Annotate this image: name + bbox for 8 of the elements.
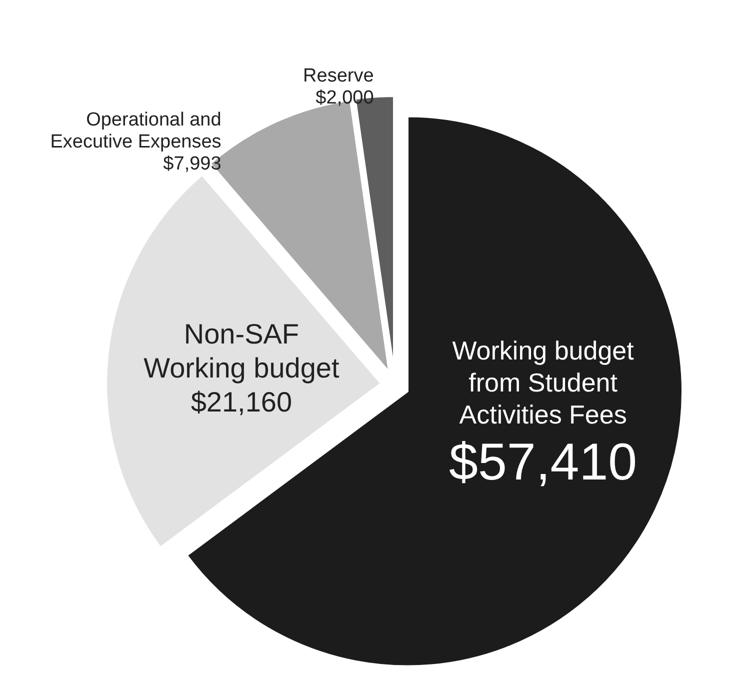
data-label: $57,410 [449,433,638,492]
slice-label: Reserve [303,65,374,86]
slice-label: Non-SAF Working budget [144,318,340,384]
data-label: $21,160 [190,386,292,418]
data-label: $2,000 [316,87,374,108]
slice-label: Working budget from Student Activities Fees [452,335,635,430]
data-label: $7,993 [163,153,222,174]
slice-label: Operational and Executive Expenses [50,109,222,152]
